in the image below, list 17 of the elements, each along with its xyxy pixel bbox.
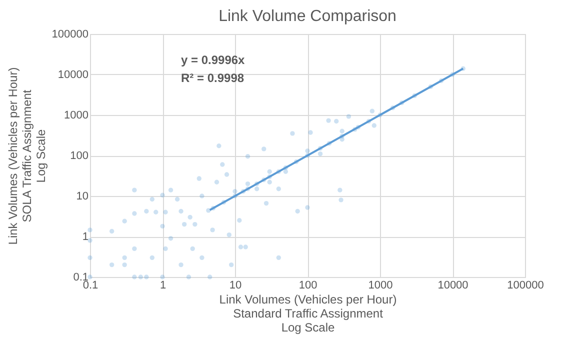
x-tick-label: 10000 xyxy=(438,280,468,292)
y-tick-label: 1000 xyxy=(64,110,88,122)
y-axis-title: Link Volumes (Vehicles per Hour) SOLA Traffic Assignment Log Scale xyxy=(6,67,48,245)
y-tick-label: 10000 xyxy=(58,69,88,81)
y-tick-label: 1 xyxy=(82,231,88,243)
x-tick-label: 100000 xyxy=(507,280,544,292)
x-axis-title: Link Volumes (Vehicles per Hour) Standard Traffic Assignment Log Scale xyxy=(219,292,397,334)
y-tick-label: 100 xyxy=(70,150,88,162)
x-tick-label: 10 xyxy=(229,280,242,292)
annotation: R² = 0.9998 xyxy=(181,71,244,85)
y-tick-label: 10 xyxy=(76,190,88,202)
annotation: y = 0.9996x xyxy=(181,53,246,67)
x-tick-label: 1 xyxy=(160,280,166,292)
x-tick-label: 100 xyxy=(298,280,318,292)
y-tick-label: 100000 xyxy=(52,28,88,40)
x-tick-label: 1000 xyxy=(368,280,393,292)
chart-title: Link Volume Comparison xyxy=(218,8,396,25)
